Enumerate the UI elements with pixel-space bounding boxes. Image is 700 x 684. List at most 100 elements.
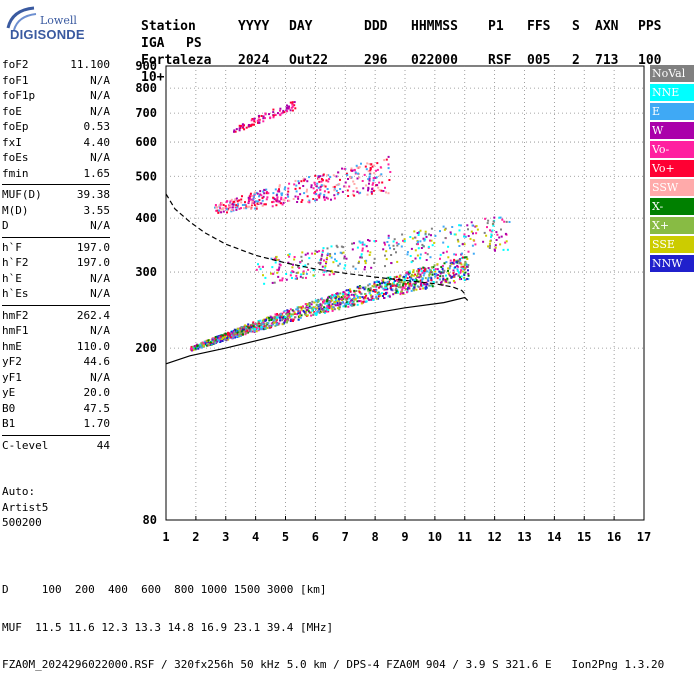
- echo-point: [476, 228, 479, 231]
- param-row: h`E N/A: [2, 272, 110, 288]
- echo-point: [471, 244, 474, 247]
- echo-point: [407, 286, 410, 289]
- header-label-8: AXN: [595, 19, 619, 34]
- echo-point: [389, 171, 392, 173]
- echo-point: [341, 167, 343, 170]
- echo-point: [442, 251, 445, 254]
- echo-point: [296, 277, 298, 280]
- echo-point: [408, 272, 411, 275]
- echo-point: [312, 198, 315, 200]
- footer-distance: D 100 200 400 600 800 1000 1500 3000 [km…: [2, 583, 327, 596]
- echo-point: [463, 233, 466, 236]
- echo-point: [433, 268, 435, 271]
- echo-point: [378, 286, 380, 289]
- param-label: foF1p: [2, 89, 36, 102]
- echo-point: [319, 310, 322, 313]
- echo-point: [440, 271, 443, 274]
- echo-point: [328, 178, 331, 180]
- echo-point: [272, 111, 275, 114]
- param-value: 11.100: [70, 58, 110, 71]
- echo-point: [381, 181, 384, 184]
- echo-point: [241, 204, 244, 206]
- footer: D 100 200 400 600 800 1000 1500 3000 [km…: [2, 559, 664, 684]
- echo-point: [395, 290, 398, 293]
- echo-point: [330, 296, 332, 299]
- echo-point: [361, 249, 364, 252]
- echo-point: [448, 266, 451, 269]
- echo-point: [326, 256, 328, 259]
- echo-point: [343, 296, 346, 299]
- echo-point: [447, 272, 450, 275]
- echo-point: [301, 251, 304, 254]
- param-label: h`F2: [2, 256, 29, 269]
- echo-point: [291, 270, 294, 273]
- echo-point: [317, 194, 320, 197]
- echo-point: [375, 281, 378, 284]
- echo-point: [238, 199, 241, 202]
- echo-point: [248, 205, 250, 208]
- echo-point: [442, 270, 445, 273]
- echo-point: [305, 276, 307, 279]
- echo-point: [411, 284, 414, 287]
- echo-point: [302, 272, 305, 275]
- echo-point: [422, 237, 425, 240]
- echo-point: [228, 206, 231, 209]
- echo-point: [294, 187, 297, 190]
- echo-point: [460, 263, 463, 266]
- echo-point: [233, 130, 235, 133]
- echo-point: [291, 109, 294, 112]
- echo-point: [508, 221, 511, 223]
- echo-point: [278, 322, 281, 325]
- echo-point: [324, 302, 327, 305]
- echo-point: [320, 255, 323, 257]
- echo-point: [358, 300, 360, 303]
- echo-point: [250, 205, 253, 208]
- echo-point: [373, 240, 376, 243]
- echo-point: [260, 328, 263, 331]
- echo-point: [307, 306, 310, 309]
- echo-point: [274, 261, 277, 264]
- echo-point: [373, 261, 376, 264]
- echo-point: [293, 312, 296, 315]
- echo-point: [379, 282, 381, 285]
- echo-point: [436, 263, 439, 266]
- echo-point: [248, 196, 251, 199]
- echo-point: [272, 196, 275, 199]
- echo-point: [260, 202, 263, 205]
- echo-point: [456, 238, 459, 241]
- echo-point: [401, 286, 404, 289]
- echo-point: [230, 331, 233, 333]
- echo-point: [230, 209, 233, 212]
- echo-point: [385, 258, 388, 261]
- echo-point: [268, 326, 271, 329]
- echo-point: [251, 203, 254, 205]
- echo-point: [319, 263, 322, 266]
- echo-point: [299, 261, 302, 263]
- echo-point: [475, 232, 478, 235]
- echo-point: [226, 200, 229, 203]
- echo-point: [365, 168, 368, 171]
- echo-point: [385, 250, 388, 253]
- echo-point: [332, 261, 335, 264]
- echo-point: [281, 277, 284, 280]
- echo-point: [310, 311, 312, 314]
- echo-point: [316, 250, 319, 253]
- echo-point: [399, 286, 402, 289]
- echo-point: [250, 330, 253, 333]
- echo-point: [357, 262, 360, 264]
- echo-point: [464, 235, 467, 238]
- echo-point: [373, 283, 376, 286]
- x-tick-label: 14: [547, 530, 561, 544]
- echo-point: [297, 312, 300, 315]
- echo-point: [397, 243, 400, 245]
- echo-point: [235, 197, 238, 200]
- echo-point: [260, 194, 263, 197]
- echo-point: [395, 241, 398, 244]
- echo-point: [275, 324, 278, 327]
- echo-point: [244, 201, 246, 204]
- echo-point: [219, 335, 222, 338]
- echo-point: [331, 271, 334, 274]
- echo-point: [277, 200, 280, 203]
- echo-point: [257, 114, 260, 117]
- echo-point: [399, 293, 402, 296]
